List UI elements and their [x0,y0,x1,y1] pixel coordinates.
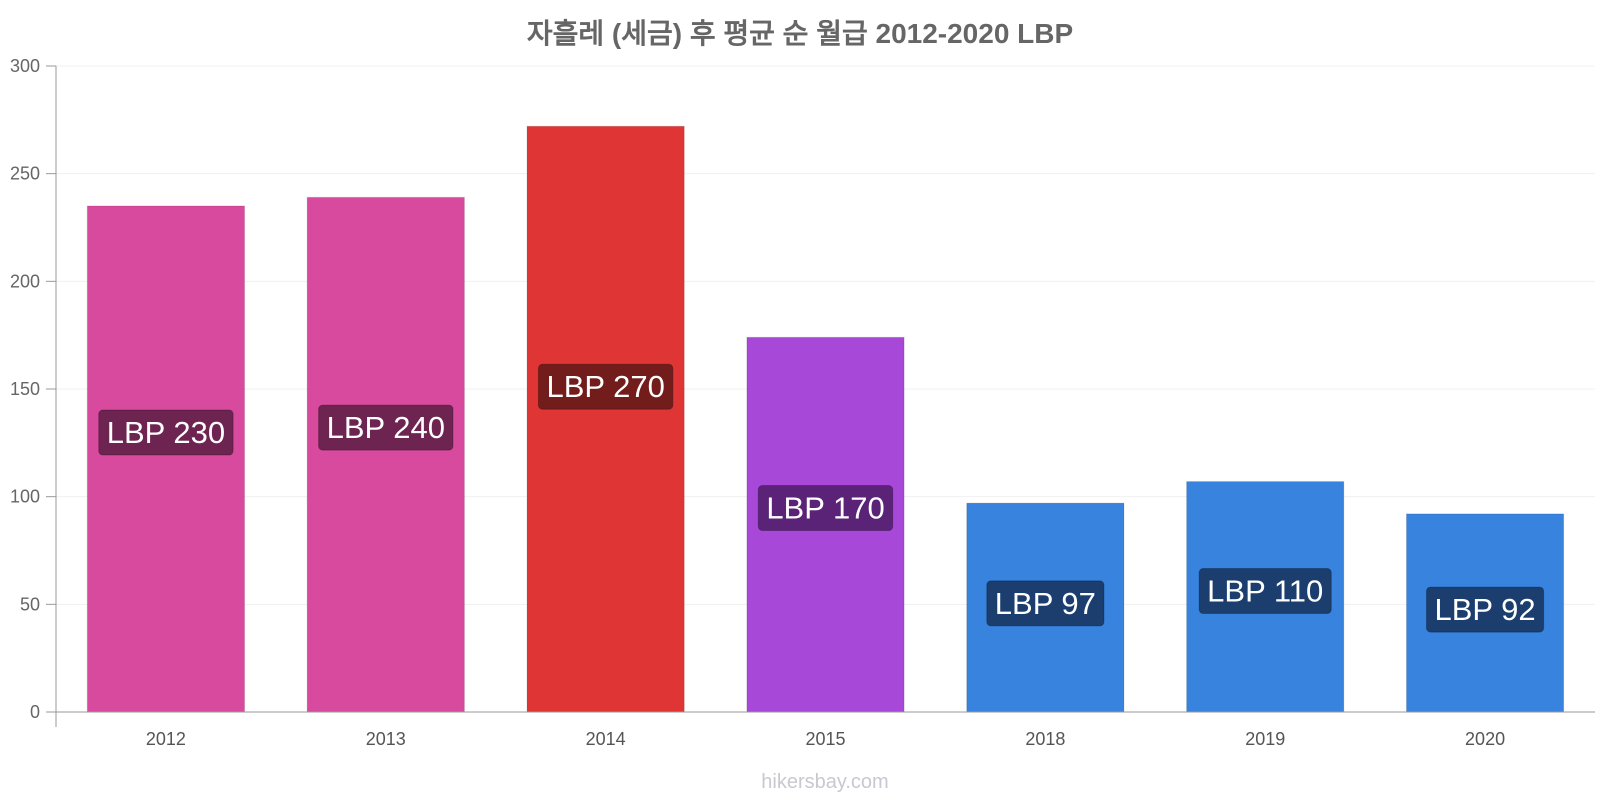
data-label-2018: LBP 97 [986,580,1105,627]
data-labels: LBP 230 LBP 240 LBP 270 LBP 170 LBP 97 LBP 11… [98,363,1545,633]
y-tick-label: 250 [10,164,40,184]
chart-title: 자흘레 (세금) 후 평균 순 월급 2012-2020 LBP [527,18,1073,49]
bar-2013 [306,196,465,713]
bar-2014 [526,125,685,713]
data-label-2014: LBP 270 [537,363,674,410]
x-tick-label: 2019 [1245,729,1285,749]
bars [86,125,1565,713]
data-label-box [986,580,1105,627]
data-label-box [757,485,894,532]
data-label-text: LBP 92 [1435,592,1536,627]
data-label-box [1198,568,1332,615]
data-label-text: LBP 110 [1207,574,1323,609]
data-label-2012: LBP 230 [98,409,234,456]
y-tick-label: 50 [20,594,40,614]
x-tick-labels: 2012 2013 2014 2015 2018 2019 2020 [146,729,1505,749]
data-label-text: LBP 230 [107,415,225,450]
y-tick-labels: 0 50 100 150 200 250 300 [10,56,56,722]
y-tick-label: 100 [10,487,40,507]
data-label-box [537,363,674,410]
data-label-text: LBP 270 [546,369,664,404]
x-tick-label: 2020 [1465,729,1505,749]
y-tick-label: 300 [10,56,40,76]
data-label-text: LBP 97 [995,586,1096,621]
y-tick-label: 150 [10,379,40,399]
bar-2012 [86,205,246,713]
data-label-2013: LBP 240 [318,404,454,451]
data-label-box [1426,586,1545,633]
data-label-text: LBP 170 [766,491,884,526]
data-label-2020: LBP 92 [1426,586,1545,633]
x-tick-label: 2013 [366,729,406,749]
data-label-text: LBP 240 [327,410,445,445]
data-label-box [98,409,234,456]
x-tick-label: 2018 [1025,729,1065,749]
data-label-2019: LBP 110 [1198,568,1332,615]
y-tick-label: 200 [10,271,40,291]
x-tick-label: 2014 [586,729,626,749]
watermark: hikersbay.com [761,771,888,793]
x-tick-label: 2012 [146,729,186,749]
x-tick-label: 2015 [805,729,845,749]
y-tick-label: 0 [30,702,40,722]
axes [55,66,1595,727]
data-label-2015: LBP 170 [757,485,894,532]
data-label-box [318,404,454,451]
